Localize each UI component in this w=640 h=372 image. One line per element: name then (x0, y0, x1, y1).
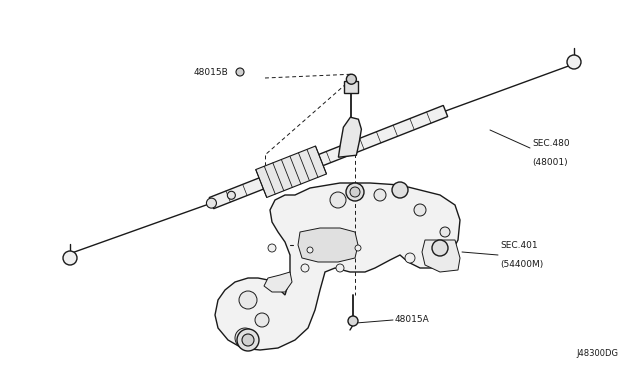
Circle shape (236, 68, 244, 76)
Text: SEC.401: SEC.401 (500, 241, 538, 250)
Circle shape (268, 244, 276, 252)
Circle shape (237, 329, 259, 351)
Circle shape (432, 240, 448, 256)
Circle shape (348, 316, 358, 326)
Circle shape (374, 189, 386, 201)
Circle shape (301, 264, 309, 272)
Bar (344, 81, 358, 93)
Circle shape (227, 191, 236, 199)
Text: 48015A: 48015A (395, 315, 429, 324)
Circle shape (63, 251, 77, 265)
Circle shape (346, 183, 364, 201)
Circle shape (346, 74, 356, 84)
Text: (54400M): (54400M) (500, 260, 543, 269)
Polygon shape (215, 183, 460, 350)
Text: J48300DG: J48300DG (576, 349, 618, 358)
Polygon shape (256, 146, 326, 198)
Circle shape (207, 198, 216, 208)
Circle shape (567, 55, 581, 69)
Polygon shape (298, 228, 358, 262)
Circle shape (330, 192, 346, 208)
Polygon shape (339, 117, 362, 157)
Circle shape (405, 253, 415, 263)
Circle shape (255, 313, 269, 327)
Circle shape (235, 328, 255, 348)
Text: SEC.480: SEC.480 (532, 139, 570, 148)
Polygon shape (209, 105, 448, 209)
Circle shape (355, 245, 361, 251)
Circle shape (336, 264, 344, 272)
Circle shape (414, 204, 426, 216)
Circle shape (350, 187, 360, 197)
Circle shape (239, 291, 257, 309)
Polygon shape (422, 240, 460, 272)
Polygon shape (264, 272, 292, 292)
Circle shape (392, 182, 408, 198)
Circle shape (242, 334, 254, 346)
Text: 48015B: 48015B (193, 67, 228, 77)
Circle shape (440, 227, 450, 237)
Circle shape (307, 247, 313, 253)
Text: (48001): (48001) (532, 158, 568, 167)
